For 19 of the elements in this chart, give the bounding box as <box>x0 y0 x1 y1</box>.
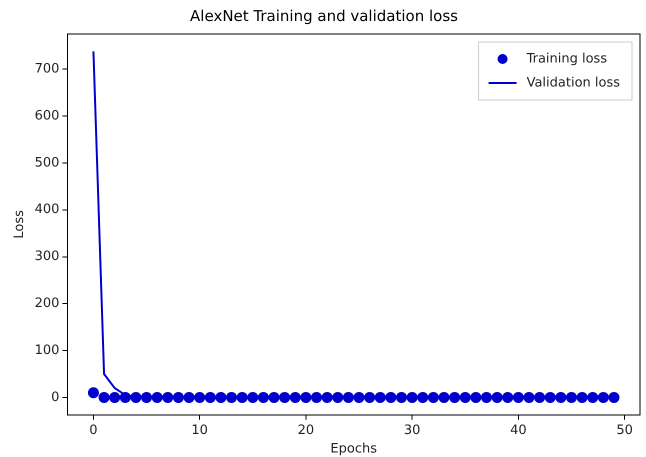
y-axis-title: Loss <box>12 210 28 239</box>
y-tick-label: 300 <box>34 249 60 264</box>
x-tick-label: 40 <box>510 422 527 438</box>
y-tick-label: 400 <box>34 202 60 218</box>
y-tick-label: 0 <box>51 390 60 405</box>
legend-label: Training loss <box>526 51 608 66</box>
x-tick-label: 0 <box>89 422 98 438</box>
y-tick-label: 500 <box>34 155 60 170</box>
legend-label: Validation loss <box>526 75 620 90</box>
y-tick-label: 100 <box>34 342 60 358</box>
chart-title: AlexNet Training and validation loss <box>190 6 458 25</box>
x-tick-label: 20 <box>298 422 314 438</box>
x-tick-label: 30 <box>404 422 420 438</box>
x-tick-label: 50 <box>616 422 633 438</box>
x-axis-title: Epochs <box>330 442 378 457</box>
x-tick-label: 10 <box>191 422 208 438</box>
y-tick-label: 600 <box>34 108 60 124</box>
y-tick-label: 200 <box>34 296 60 312</box>
y-tick-label: 700 <box>34 62 60 77</box>
